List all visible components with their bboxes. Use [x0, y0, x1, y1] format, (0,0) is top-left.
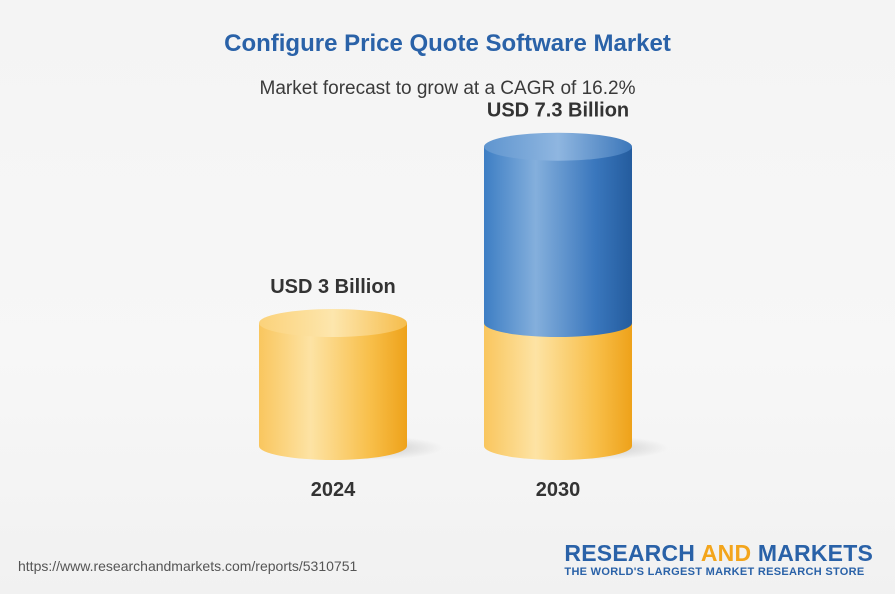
chart-title: Configure Price Quote Software Market: [224, 30, 671, 57]
chart-area: USD 3 Billion 2024 USD 7.3 Billion 2030: [259, 100, 668, 501]
bar-growth-segment-body: [484, 146, 632, 337]
value-label: USD 7.3 Billion: [487, 100, 629, 122]
category-label: 2030: [536, 479, 581, 501]
logo-word-research: RESEARCH: [564, 540, 696, 566]
bar-growth-segment-top: [484, 132, 632, 161]
logo-tagline: THE WORLD'S LARGEST MARKET RESEARCH STOR…: [564, 566, 865, 578]
logo-word-markets: MARKETS: [757, 540, 873, 566]
bar-base-segment-body: [484, 323, 632, 460]
bar-base-segment-top: [259, 309, 407, 337]
bar-2030: [484, 132, 668, 460]
logo-word-and: AND: [700, 540, 752, 566]
bar-2024: [259, 309, 443, 460]
bar-base-segment-body: [259, 323, 407, 460]
value-label: USD 3 Billion: [270, 276, 396, 298]
research-and-markets-logo: RESEARCH AND MARKETS THE WORLD'S LARGEST…: [564, 540, 873, 578]
category-label: 2024: [311, 479, 356, 501]
source-url[interactable]: https://www.researchandmarkets.com/repor…: [18, 558, 358, 574]
chart-subtitle: Market forecast to grow at a CAGR of 16.…: [259, 78, 636, 99]
logo-wordmark: RESEARCH AND MARKETS: [564, 540, 873, 566]
